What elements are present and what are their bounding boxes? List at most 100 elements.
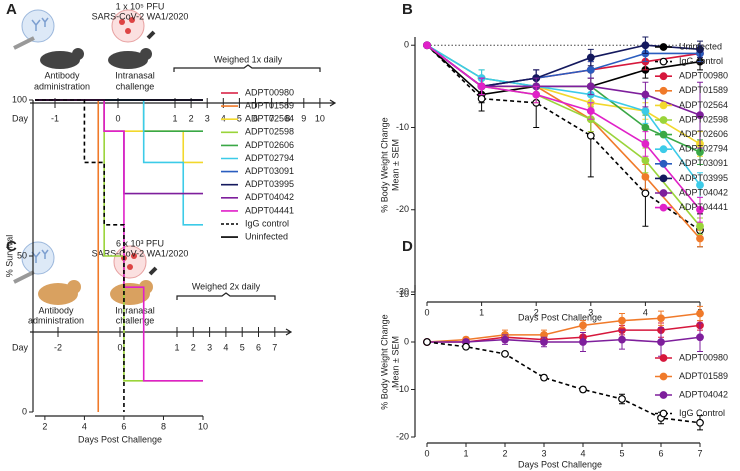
x-tick-label: 3 (541, 448, 546, 458)
day-tick-label: 6 (256, 342, 261, 352)
series-line (426, 44, 701, 211)
legend-label: IgG Control (679, 408, 725, 418)
day-tick-label: 0 (117, 342, 122, 352)
legend-marker (659, 145, 668, 154)
x-tick-label: 8 (161, 421, 166, 431)
series-line (426, 44, 701, 153)
y-tick-label: -30 (396, 286, 409, 296)
legend-label: ADPT04441 (679, 202, 728, 212)
legend-label: ADPT02564 (245, 114, 294, 124)
legend-label: ADPT00980 (679, 352, 728, 362)
legend-label: ADPT01589 (679, 85, 728, 95)
strain: SARS-CoV-2 WA1/2020 (92, 248, 189, 258)
data-point (641, 189, 650, 198)
legend-label: ADPT02598 (679, 114, 728, 124)
x-tick-label: 4 (643, 307, 648, 317)
day-tick-label: 3 (207, 342, 212, 352)
data-point (423, 338, 431, 346)
legend-label: ADPT04042 (679, 187, 728, 197)
timeline (30, 99, 337, 107)
day-tick-label: -1 (51, 113, 59, 123)
series-line (426, 44, 701, 88)
day-tick-label: 2 (191, 342, 196, 352)
data-point (586, 107, 595, 115)
legend-label: ADPT00980 (679, 71, 728, 81)
day-tick-label: 8 (285, 113, 290, 123)
data-point (532, 90, 541, 99)
legend-marker (659, 116, 668, 124)
data-point (641, 41, 650, 50)
legend-marker (659, 354, 668, 362)
x-axis-title: Days Post Challenge (78, 434, 162, 444)
data-point (657, 338, 665, 346)
data-point (641, 172, 650, 181)
weigh-label: Weighed 2x daily (192, 281, 261, 291)
legend-label: ADPT03091 (679, 158, 728, 168)
day-tick-label: 3 (205, 113, 210, 123)
panel-label: D (402, 238, 413, 255)
legend-label: ADPT04042 (245, 192, 294, 202)
legend-marker (659, 57, 668, 66)
y-axis-title: % Survival (4, 235, 14, 278)
day-tick-label: 6 (253, 113, 258, 123)
data-point (641, 90, 650, 99)
dose: 6 x 10³ PFU (116, 238, 164, 248)
data-point (641, 107, 650, 115)
day-tick-label: 10 (315, 113, 325, 123)
day-label: Day (12, 342, 29, 352)
bracket (173, 64, 321, 72)
data-point (696, 111, 704, 120)
day-tick-label: 4 (221, 113, 226, 123)
y-tick-label: -20 (396, 204, 409, 214)
step-label: Intranasal (115, 70, 155, 80)
day-tick-label: 1 (174, 342, 179, 352)
legend-label: ADPT03091 (245, 166, 294, 176)
data-point (579, 321, 587, 330)
data-point (579, 338, 587, 346)
legend-label: ADPT03995 (245, 179, 294, 189)
data-point (641, 156, 650, 165)
legend-marker (659, 174, 668, 183)
data-point (696, 234, 704, 243)
timeline (30, 328, 293, 336)
weigh-label: Weighed 1x daily (214, 54, 283, 64)
y-tick-label: 0 (22, 406, 27, 416)
step-label: challenge (116, 81, 155, 91)
legend-label: ADPT02794 (679, 144, 728, 154)
y-axis-title: % Body Weight Change (379, 117, 389, 212)
mouse-illustrations (13, 9, 156, 69)
data-point (696, 181, 704, 189)
x-tick-label: 4 (82, 421, 87, 431)
legend-label: Uninfected (245, 231, 288, 241)
data-point (462, 342, 470, 351)
legend-label: ADPT02606 (679, 129, 728, 139)
data-point (501, 349, 509, 358)
x-axis-title: Days Post Challenge (518, 459, 602, 469)
day-label: Day (12, 113, 29, 123)
data-point (586, 82, 595, 91)
y-axis-title: % Body Weight Change (379, 314, 389, 409)
x-tick-label: 5 (619, 448, 624, 458)
step-label: administration (28, 315, 84, 325)
y-axis-title: Mean ± SEM (390, 336, 400, 388)
data-point (586, 53, 595, 62)
legend-label: IgG control (245, 218, 289, 228)
x-tick-label: 6 (658, 448, 663, 458)
x-tick-label: 7 (697, 448, 702, 458)
legend-label: ADPT02794 (245, 153, 294, 163)
legend-label: IgG control (679, 56, 723, 66)
x-tick-label: 1 (463, 448, 468, 458)
data-point (696, 418, 704, 427)
y-tick-label: 50 (17, 250, 27, 260)
day-tick-label: 1 (172, 113, 177, 123)
data-point (501, 335, 509, 344)
bracket (176, 292, 276, 300)
y-tick-label: -10 (396, 384, 409, 394)
data-point (423, 41, 431, 50)
dose: 1 x 10⁵ PFU (116, 1, 165, 11)
series-line (426, 44, 700, 88)
series-line (426, 44, 701, 88)
data-point (641, 123, 650, 132)
day-tick-label: 5 (240, 342, 245, 352)
